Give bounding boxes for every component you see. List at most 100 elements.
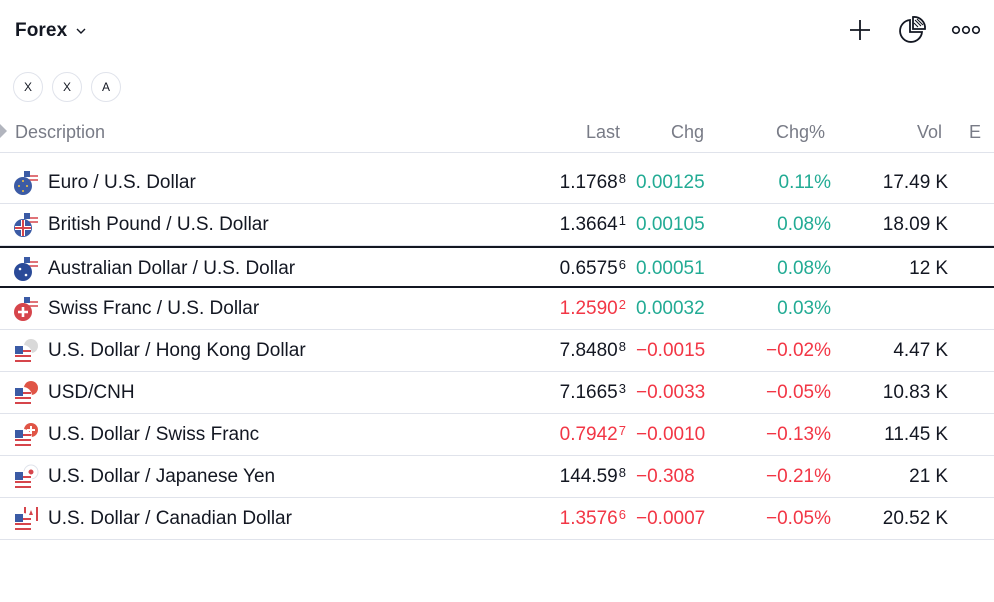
table-row[interactable]: U.S. Dollar / Swiss Franc 0.79427 −0.0010 −… [0,414,994,456]
last-price-main: 0.7942 [559,424,618,445]
change-value: 0.00125 [636,172,705,193]
last-price-pip: 6 [618,257,626,272]
change-percent: 0.03% [777,298,831,319]
au-us-flag-icon [13,256,39,282]
last-price-pip: 3 [618,381,626,396]
table-row[interactable]: U.S. Dollar / Canadian Dollar 1.35766 −0.0… [0,498,994,540]
change-percent: −0.21% [766,466,831,487]
column-chg[interactable]: Chg [670,122,704,142]
add-symbol-button[interactable] [845,15,875,45]
volume: 18.09 K [840,214,948,236]
last-price: 1.25902 [520,297,626,320]
chevron-down-icon [76,28,86,34]
change-value: −0.308 [636,466,695,487]
last-price-pip: 6 [618,507,626,522]
symbol-description: Australian Dollar / U.S. Dollar [48,258,296,279]
volume: 17.49 K [840,172,948,194]
change-value: 0.00051 [636,258,705,279]
column-vol[interactable]: Vol [916,122,942,142]
table-row[interactable]: Swiss Franc / U.S. Dollar 1.25902 0.00032 0… [0,288,994,330]
volume: 21 K [840,466,948,488]
last-price-pip: 7 [618,423,626,438]
column-last[interactable]: Last [585,122,620,142]
column-chg-pct[interactable]: Chg% [775,122,825,142]
table-row[interactable]: USD/CNH 7.16653 −0.0033 −0.05% 10.83 K [0,372,994,414]
sort-indicator-icon [0,124,7,138]
column-extra[interactable]: E [969,122,982,142]
watchlist-selector[interactable]: Forex [15,20,87,42]
volume-value: 10.83 [882,382,931,403]
symbol-description: USD/CNH [48,382,135,403]
volume-value: 17.49 [882,172,931,193]
volume-unit: K [935,424,948,445]
last-price-pip: 2 [618,297,626,312]
volume: 12 K [840,258,948,280]
watchlist-title: Forex [15,20,68,41]
last-price: 7.16653 [520,381,626,404]
us-ca-flag-icon [13,506,39,532]
volume-unit: K [935,214,948,235]
volume: 20.52 K [840,508,948,530]
us-cn-flag-icon [13,380,39,406]
symbol-description: U.S. Dollar / Japanese Yen [48,466,276,487]
table-row[interactable]: U.S. Dollar / Hong Kong Dollar 7.84808 −0.… [0,330,994,372]
volume-value: 11.45 [884,424,931,445]
volume: 11.45 K [840,424,948,446]
last-price-main: 1.2590 [559,298,618,319]
volume: 10.83 K [840,382,948,404]
change-percent: 0.08% [777,258,831,279]
chip-3[interactable]: A [91,72,121,102]
change-value: −0.0007 [636,508,706,529]
symbol-description: U.S. Dollar / Canadian Dollar [48,508,292,529]
gb-us-flag-icon [13,212,39,238]
volume-unit: K [935,258,948,279]
symbol-description: U.S. Dollar / Swiss Franc [48,424,260,445]
last-price: 7.84808 [520,339,626,362]
column-description[interactable]: Description [15,122,106,142]
change-value: 0.00032 [636,298,705,319]
last-price-main: 1.1768 [559,172,618,193]
change-value: 0.00105 [636,214,705,235]
pie-chart-button[interactable] [897,15,927,45]
last-price-pip: 8 [618,339,626,354]
watchlist-header: Forex [0,0,994,62]
last-price-main: 7.8480 [559,340,618,361]
table-row[interactable]: Australian Dollar / U.S. Dollar 0.65756 0.… [0,246,994,288]
plus-icon [850,20,870,40]
chip-2[interactable]: X [52,72,82,102]
symbol-description: Swiss Franc / U.S. Dollar [48,298,260,319]
symbol-description: British Pound / U.S. Dollar [48,214,269,235]
last-price: 144.598 [520,465,626,488]
last-price-main: 144.59 [559,466,618,487]
last-price: 0.65756 [520,257,626,280]
volume-unit: K [935,172,948,193]
volume-value: 4.47 [893,340,931,361]
pie-chart-icon [899,16,926,43]
change-percent: −0.13% [766,424,831,445]
symbol-list: Euro / U.S. Dollar 1.17688 0.00125 0.11% 17.… [0,162,994,540]
last-price-pip: 8 [618,465,626,480]
volume-value: 18.09 [882,214,931,235]
eu-us-flag-icon [13,170,39,196]
ch-us-flag-icon [13,296,39,322]
volume-value: 12 [909,258,931,279]
us-ch-flag-icon [13,422,39,448]
change-percent: −0.05% [766,508,831,529]
table-row[interactable]: U.S. Dollar / Japanese Yen 144.598 −0.308 −… [0,456,994,498]
table-header [0,118,994,153]
more-icon [951,25,981,35]
last-price-main: 1.3664 [559,214,618,235]
more-options-button[interactable] [951,15,981,45]
table-row[interactable]: British Pound / U.S. Dollar 1.36641 0.0010… [0,204,994,246]
us-hk-flag-icon [13,338,39,364]
last-price-main: 7.1665 [559,382,618,403]
last-price: 1.36641 [520,213,626,236]
last-price-main: 0.6575 [559,258,618,279]
volume-unit: K [935,508,948,529]
table-row[interactable]: Euro / U.S. Dollar 1.17688 0.00125 0.11% 17.… [0,162,994,204]
chip-1[interactable]: X [13,72,43,102]
last-price-pip: 1 [618,213,626,228]
change-value: −0.0033 [636,382,706,403]
change-percent: 0.08% [777,214,831,235]
last-price: 1.17688 [520,171,626,194]
